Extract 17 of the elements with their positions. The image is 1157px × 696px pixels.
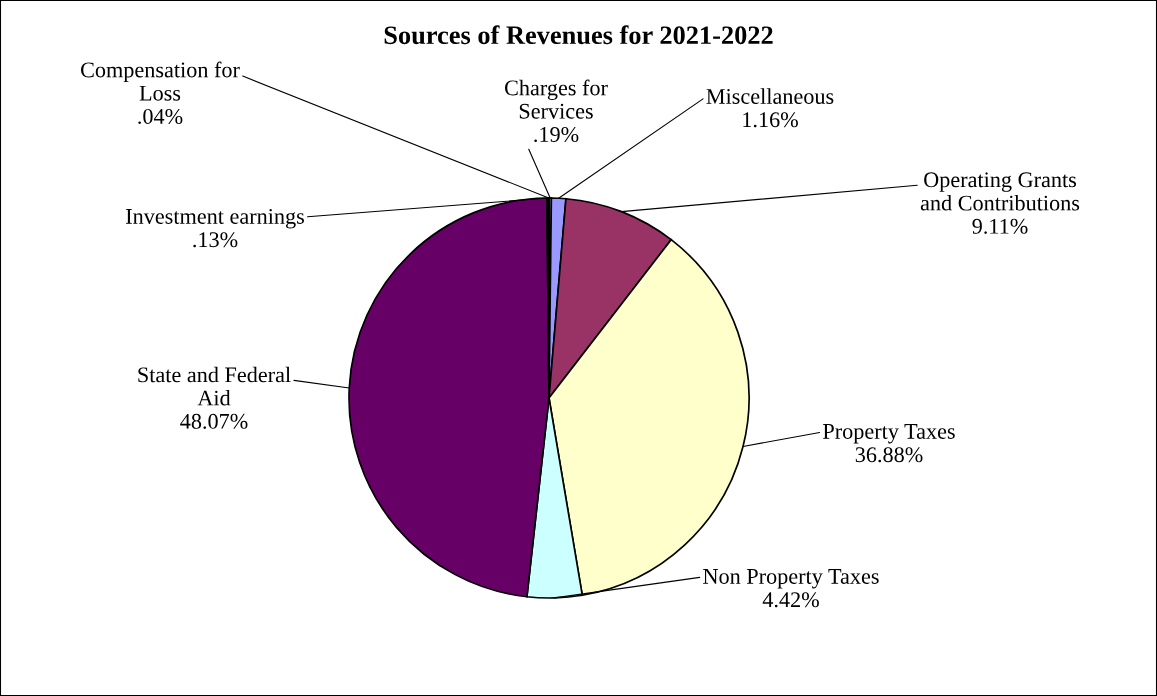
slice-label: Miscellaneous: [706, 88, 834, 104]
data-label: 1.16%: [743, 112, 798, 128]
data-label: 9.11%: [972, 218, 1028, 234]
data-label: .13%: [193, 232, 238, 248]
slice-label: Investment earnings: [126, 208, 304, 229]
slice-label: Operating Grants and Contributions: [920, 172, 1080, 211]
slice-label: Non Property Taxes: [703, 569, 879, 589]
slice-label: Property Taxes: [823, 424, 955, 444]
data-label: .04%: [138, 108, 183, 125]
slice-label: State and Federal Aid: [138, 366, 291, 406]
data-label: .19%: [534, 126, 579, 143]
slice-label: Compensation for Loss: [80, 61, 240, 101]
data-label: 48.07%: [180, 413, 248, 429]
slice-label: Charges for Services: [504, 79, 608, 119]
data-label: 36.88%: [855, 447, 923, 463]
data-label: 4.42%: [762, 592, 819, 608]
chart-title: Sources of Revenues for 2021-2022: [384, 25, 773, 45]
